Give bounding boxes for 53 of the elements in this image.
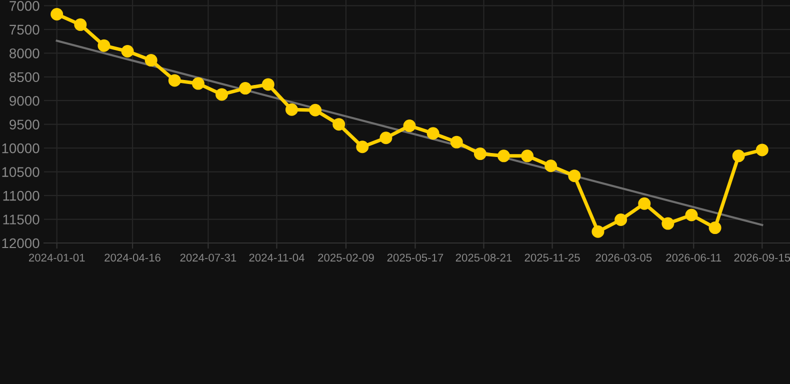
point bbox=[285, 103, 298, 116]
point bbox=[144, 54, 158, 67]
point bbox=[450, 136, 463, 148]
point bbox=[74, 18, 87, 31]
x-tick-label: 2024-11-04 bbox=[249, 254, 304, 262]
point bbox=[614, 213, 628, 226]
point bbox=[708, 222, 722, 234]
y-tick-label: 7000 bbox=[10, 1, 40, 11]
point bbox=[497, 150, 510, 162]
point bbox=[685, 208, 698, 222]
point bbox=[262, 78, 274, 91]
y-tick-label: 9500 bbox=[10, 120, 40, 130]
point bbox=[168, 74, 181, 87]
x-tick-label: 2026-03-05 bbox=[596, 254, 652, 262]
x-tick-label: 2026-06-11 bbox=[666, 254, 722, 262]
point bbox=[121, 45, 134, 58]
point bbox=[474, 148, 486, 160]
point bbox=[380, 132, 392, 144]
x-tick-label: 2026-09-15 bbox=[734, 254, 790, 262]
point bbox=[568, 170, 581, 182]
point bbox=[662, 217, 674, 230]
point bbox=[98, 39, 110, 52]
y-tick-label: 11000 bbox=[3, 190, 40, 201]
y-tick-label: 11500 bbox=[3, 214, 40, 224]
y-tick-label: 10500 bbox=[2, 167, 40, 177]
x-tick-label: 2025-08-21 bbox=[456, 254, 512, 262]
point bbox=[309, 104, 322, 116]
point bbox=[50, 8, 64, 20]
y-tick-label: 8000 bbox=[10, 48, 40, 58]
x-tick-label: 2024-07-31 bbox=[180, 254, 236, 262]
y-tick-label: 8500 bbox=[10, 72, 40, 82]
x-tick-label: 2025-02-09 bbox=[318, 254, 374, 262]
point bbox=[756, 144, 768, 156]
x-tick-label: 2024-04-16 bbox=[104, 254, 160, 262]
x-tick-label: 2025-11-25 bbox=[524, 254, 580, 262]
point bbox=[426, 127, 440, 140]
y-tick-label: 7500 bbox=[10, 24, 40, 35]
point bbox=[638, 197, 651, 210]
point bbox=[403, 120, 416, 132]
point bbox=[544, 160, 558, 172]
point bbox=[732, 150, 745, 162]
point bbox=[356, 140, 369, 154]
y-tick-label: 10000 bbox=[2, 143, 40, 154]
point bbox=[521, 150, 534, 162]
point bbox=[216, 88, 228, 101]
y-tick-label: 9000 bbox=[10, 96, 40, 106]
x-tick-label: 2024-01-01 bbox=[28, 254, 85, 262]
x-tick-label: 2025-05-17 bbox=[387, 254, 444, 262]
point bbox=[239, 82, 252, 95]
point bbox=[592, 225, 604, 238]
point bbox=[192, 77, 204, 90]
y-tick-label: 12000 bbox=[2, 238, 40, 248]
point bbox=[332, 118, 346, 131]
